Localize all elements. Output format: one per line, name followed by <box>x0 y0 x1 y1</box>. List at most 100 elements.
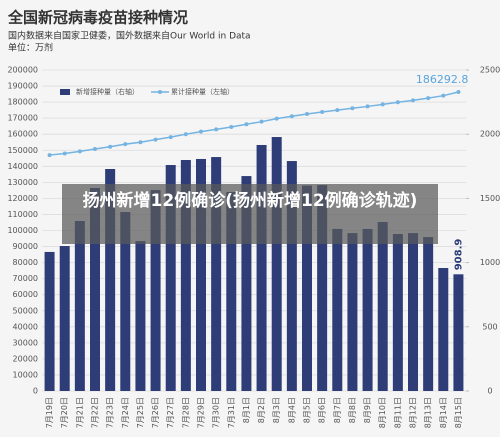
bar <box>423 237 434 391</box>
bar <box>302 185 312 391</box>
line-point <box>199 129 203 134</box>
legend-label: 新增接种量（右轴） <box>76 87 139 96</box>
bar <box>392 233 403 391</box>
y-tick-label: 200000 <box>7 66 38 75</box>
x-tick-label: 8月12日 <box>409 397 418 428</box>
x-tick-label: 7月31日 <box>227 397 236 428</box>
y-tick-label: 10000 <box>13 370 38 379</box>
y-tick-label: 60000 <box>13 290 38 299</box>
x-tick-label: 8月15日 <box>454 397 463 428</box>
data-label: 186292.8 <box>416 73 469 86</box>
x-tick-label: 7月22日 <box>91 397 100 428</box>
x-tick-label: 8月7日 <box>333 397 342 423</box>
x-tick-label: 8月2日 <box>257 397 266 423</box>
y2-tick-label: 2000 <box>480 130 500 139</box>
line-point <box>259 119 264 124</box>
x-tick-label: 7月29日 <box>197 397 206 428</box>
bar <box>180 160 191 391</box>
y-tick-label: 40000 <box>13 322 38 331</box>
y-tick-label: 180000 <box>7 98 38 107</box>
x-tick-label: 8月10日 <box>378 397 387 428</box>
bar <box>165 165 176 391</box>
line-point <box>365 104 370 109</box>
bar <box>347 233 358 391</box>
chart-title: 全国新冠病毒疫苗接种情况 <box>7 9 188 27</box>
line-point <box>441 93 446 98</box>
y2-tick-label: 1000 <box>480 258 500 267</box>
line-point <box>229 124 234 129</box>
x-tick-label: 7月20日 <box>60 397 69 428</box>
line-point <box>335 108 340 113</box>
y-tick-label: 190000 <box>7 82 38 91</box>
x-tick-label: 8月4日 <box>287 397 296 423</box>
data-label: 908.9 <box>453 239 464 271</box>
line-point <box>183 132 188 137</box>
bar <box>135 241 146 391</box>
overlay-caption: 扬州新增12例确诊(扬州新增12例确诊轨迹) <box>62 184 438 244</box>
line <box>49 91 459 156</box>
y-tick-label: 170000 <box>7 114 38 123</box>
bar <box>271 137 282 391</box>
line-point <box>214 127 219 132</box>
bar <box>226 191 237 391</box>
y-tick-label: 70000 <box>13 274 38 283</box>
y-tick-label: 90000 <box>13 242 38 251</box>
bar <box>44 251 55 391</box>
legend-swatch <box>158 90 162 94</box>
y-tick-label: 50000 <box>13 306 38 315</box>
line-point <box>380 102 385 107</box>
line-point <box>411 98 415 103</box>
x-tick-label: 7月23日 <box>106 397 115 428</box>
legend-label: 累计接种量（左轴） <box>171 87 234 96</box>
bar <box>105 168 116 391</box>
x-tick-label: 7月28日 <box>181 397 190 428</box>
bar <box>59 246 70 391</box>
line-point <box>93 146 97 151</box>
y-tick-label: 80000 <box>13 258 38 267</box>
legend-swatch <box>60 89 70 95</box>
line-point <box>274 116 279 121</box>
bar <box>453 274 464 391</box>
line-point <box>108 144 113 149</box>
x-tick-label: 7月25日 <box>136 397 145 428</box>
y2-tick-label: 500 <box>482 322 497 331</box>
bar <box>241 176 252 391</box>
bar <box>438 267 449 391</box>
x-tick-label: 8月14日 <box>439 397 448 428</box>
bar <box>332 228 343 391</box>
y-tick-label: 30000 <box>13 338 38 347</box>
y-tick-label: 100000 <box>7 226 38 235</box>
bar <box>196 158 206 391</box>
x-tick-label: 8月6日 <box>318 397 327 423</box>
y-tick-label: 150000 <box>7 146 38 155</box>
bar <box>90 187 100 391</box>
bar <box>362 228 373 391</box>
subtitle: 国内数据来自国家卫健委，国外数据来自Our World in Data <box>8 30 251 42</box>
x-tick-label: 8月9日 <box>363 397 372 423</box>
x-tick-label: 7月24日 <box>121 397 130 428</box>
x-tick-label: 7月21日 <box>75 397 84 428</box>
line-point <box>320 110 325 115</box>
bar <box>256 144 267 391</box>
line-point <box>350 106 355 111</box>
y-tick-label: 20000 <box>13 354 38 363</box>
x-tick-label: 7月30日 <box>212 397 221 428</box>
bar <box>408 233 418 391</box>
x-tick-label: 8月13日 <box>424 397 433 428</box>
x-tick-label: 7月19日 <box>45 397 54 428</box>
line-point <box>123 142 128 147</box>
x-tick-label: 7月27日 <box>166 397 175 428</box>
y2-tick-label: 2500 <box>480 66 500 75</box>
bar <box>150 190 161 391</box>
y-tick-label: 110000 <box>7 210 38 219</box>
bar <box>120 212 131 391</box>
line-point <box>168 135 173 140</box>
line-point <box>47 153 52 158</box>
bar <box>74 220 85 391</box>
line-point <box>138 140 143 145</box>
line-point <box>426 96 431 101</box>
line-point <box>305 111 309 116</box>
line-point <box>244 122 249 127</box>
